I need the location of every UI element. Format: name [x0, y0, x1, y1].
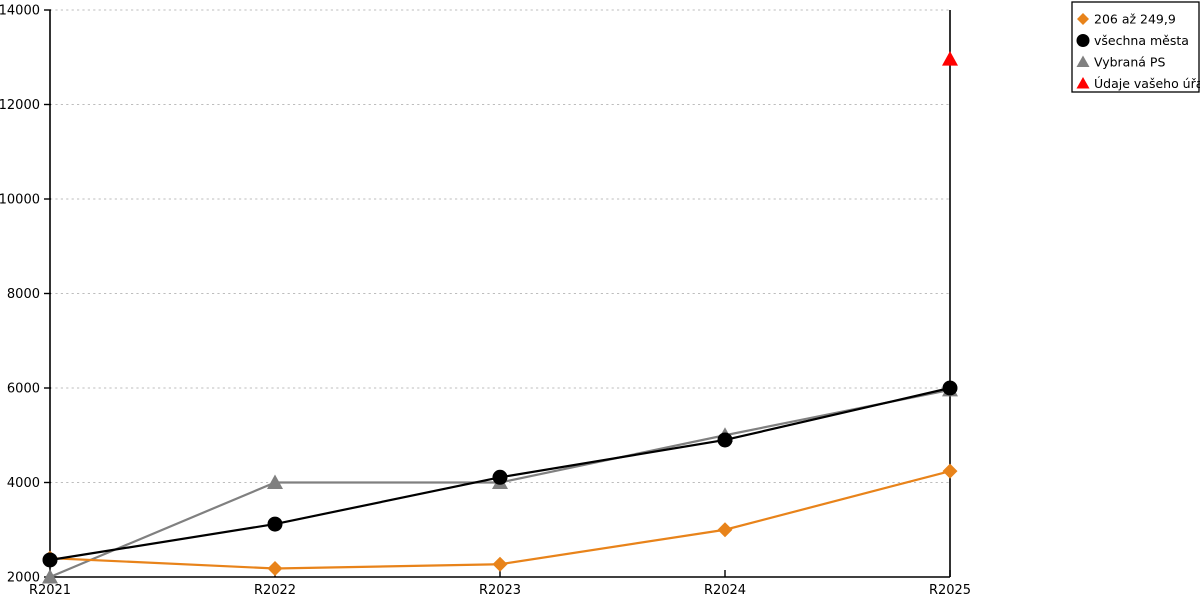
y-tick-label: 10000 — [0, 193, 40, 208]
data-point-diamond — [267, 560, 283, 576]
data-point-triangle — [42, 569, 58, 584]
x-axis: R2021 R2022 R2023 R2024 R2025 — [29, 10, 971, 598]
series-1 — [42, 380, 958, 568]
data-point-diamond — [1077, 13, 1089, 25]
series-3 — [942, 51, 958, 66]
legend-item[interactable]: Údaje vašeho úřadu — [1076, 76, 1200, 91]
x-tick-label: R2023 — [479, 583, 521, 598]
data-point-diamond — [492, 556, 508, 572]
legend-item-label: Vybraná PS — [1094, 55, 1165, 70]
data-point-diamond — [717, 522, 733, 538]
x-tick-label: R2022 — [254, 583, 296, 598]
y-tick-label: 14000 — [0, 4, 40, 19]
legend-item[interactable]: všechna města — [1076, 33, 1189, 48]
data-point-circle — [42, 552, 58, 568]
y-axis: 2000 4000 6000 8000 10000 12000 14000 — [0, 4, 51, 586]
data-point-diamond — [942, 463, 958, 479]
data-point-circle — [267, 516, 283, 532]
data-point-triangle — [1076, 77, 1090, 89]
x-tick-label: R2024 — [704, 583, 746, 598]
data-point-circle — [1076, 34, 1090, 47]
legend-item-label: Údaje vašeho úřadu — [1094, 76, 1200, 91]
y-tick-label: 2000 — [7, 571, 40, 586]
y-tick-label: 4000 — [7, 476, 40, 491]
data-point-triangle — [267, 474, 283, 489]
x-tick-label: R2021 — [29, 583, 71, 598]
data-point-triangle — [942, 51, 958, 66]
legend: 206 až 249,9 všechna města Vybraná PS Údaje… — [1071, 1, 1200, 93]
x-tick-label: R2025 — [929, 583, 971, 598]
legend-item[interactable]: Vybraná PS — [1076, 55, 1166, 70]
data-point-circle — [492, 469, 508, 485]
y-tick-label: 6000 — [7, 382, 40, 397]
gridlines — [50, 9, 950, 578]
data-point-circle — [942, 380, 958, 396]
y-tick-label: 12000 — [0, 98, 40, 113]
legend-item-label: 206 až 249,9 — [1094, 12, 1176, 27]
legend-item-label: všechna města — [1094, 33, 1189, 48]
data-point-triangle — [1076, 55, 1090, 67]
legend-item[interactable]: 206 až 249,9 — [1077, 12, 1176, 27]
y-tick-label: 8000 — [7, 287, 40, 302]
data-point-circle — [717, 432, 733, 448]
legend-box — [1071, 1, 1200, 93]
